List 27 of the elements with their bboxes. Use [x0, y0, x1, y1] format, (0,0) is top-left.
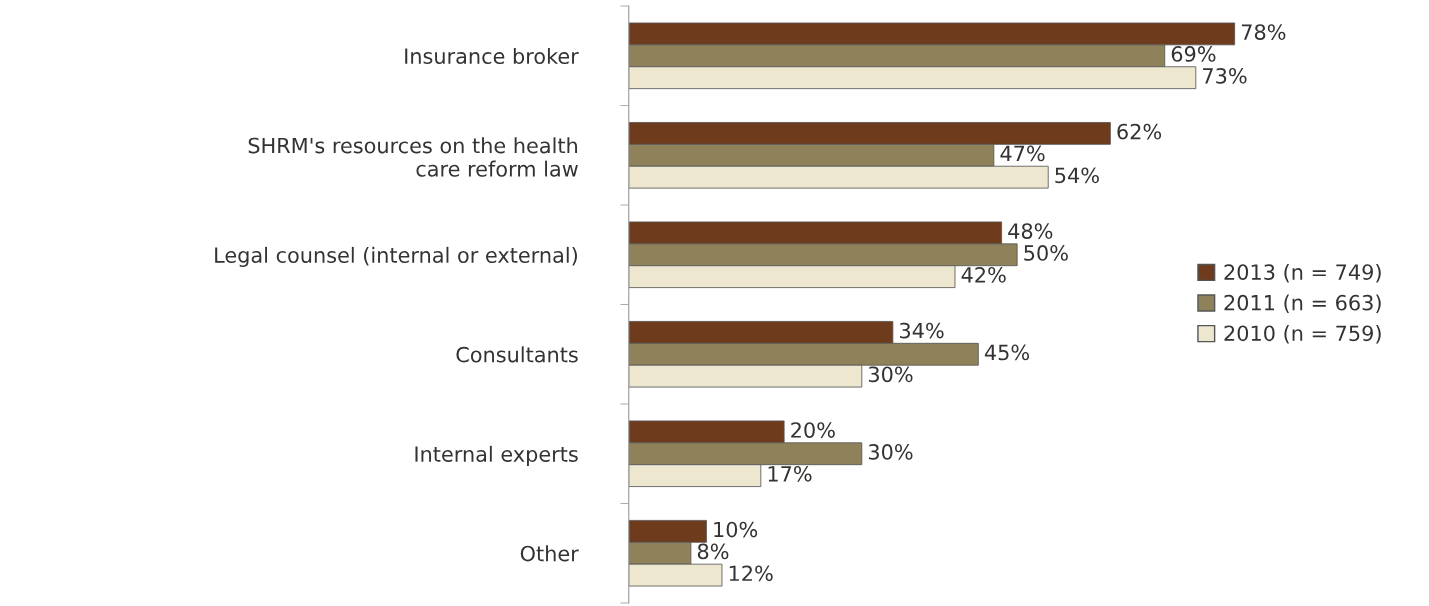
y-tick-label: SHRM's resources on the health care reform law	[248, 137, 578, 177]
data-label: 62%	[1117, 123, 1162, 140]
y-tick-label: Legal counsel (internal or external)	[215, 246, 577, 268]
data-label: 45%	[984, 344, 1030, 361]
data-label: 10%	[714, 521, 758, 538]
y-tick-label: Internal experts	[415, 445, 578, 466]
legend-label: 2011 (n = 663)	[1224, 294, 1381, 314]
data-label: 17%	[768, 465, 812, 482]
data-label: 78%	[1241, 24, 1286, 40]
data-label: 30%	[868, 366, 913, 383]
data-label: 69%	[1171, 46, 1216, 62]
y-tick-label: Insurance broker	[405, 47, 579, 65]
data-label: 34%	[900, 322, 944, 339]
data-label: 30%	[868, 444, 913, 460]
data-label: 50%	[1024, 245, 1068, 261]
legend-label: 2010 (n = 759)	[1224, 325, 1381, 344]
data-label: 12%	[729, 565, 773, 582]
y-tick-label: Other	[520, 545, 579, 562]
data-label: 48%	[1008, 223, 1053, 239]
data-label: 42%	[961, 266, 1006, 283]
y-tick-label: Consultants	[456, 346, 578, 363]
data-label: 8%	[697, 543, 729, 560]
legend-label: 2013 (n = 749)	[1224, 263, 1381, 283]
data-label: 47%	[1000, 145, 1045, 162]
data-label: 20%	[791, 422, 835, 438]
data-label: 73%	[1203, 67, 1247, 84]
data-label: 54%	[1055, 167, 1099, 184]
